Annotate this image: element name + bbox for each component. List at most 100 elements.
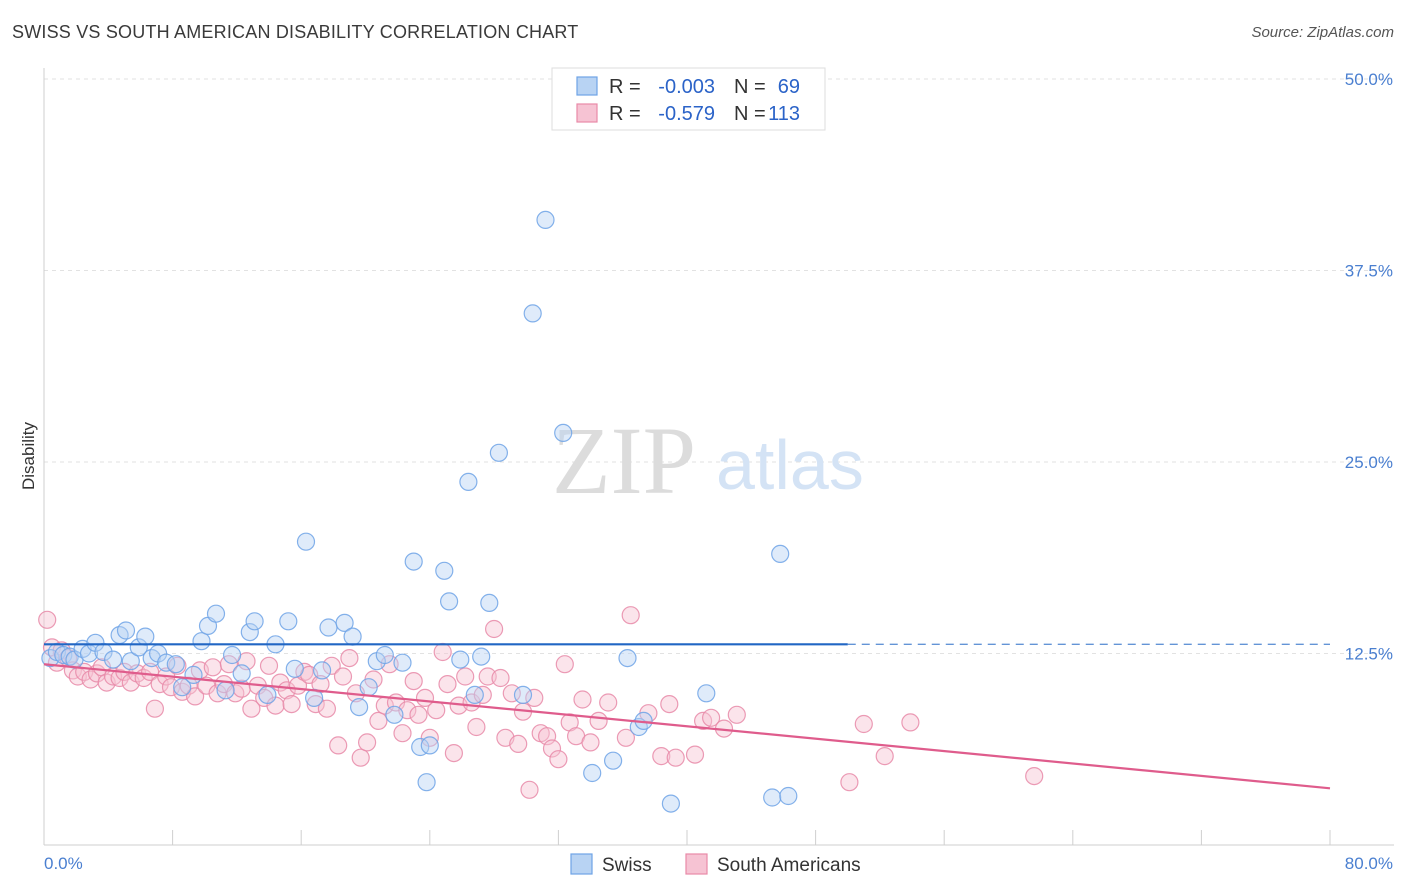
point-0-63	[618, 648, 637, 668]
point-0-66	[661, 794, 681, 813]
point-0-12	[121, 652, 140, 671]
point-0-19	[173, 678, 192, 697]
point-1-94	[581, 733, 600, 752]
point-0-39	[350, 697, 369, 717]
point-0-49	[435, 561, 454, 580]
legend-r-value-1: -0.579	[658, 103, 715, 125]
bottom-legend: Swiss South Americans	[570, 853, 861, 876]
point-0-23	[206, 604, 226, 623]
trend-line-1	[43, 663, 1331, 790]
point-0-14	[136, 627, 155, 646]
y-tick-label-1: 25.0%	[1345, 453, 1393, 472]
point-1-26	[186, 687, 205, 706]
point-1-98	[621, 606, 640, 625]
point-1-82	[509, 734, 528, 754]
point-0-13	[129, 638, 148, 657]
point-0-11	[116, 621, 136, 640]
point-0-61	[583, 763, 602, 783]
legend-n-value-0: 69	[778, 76, 800, 98]
point-1-88	[542, 739, 562, 758]
point-0-70	[779, 786, 798, 806]
trend-lines	[43, 643, 1331, 790]
point-1-64	[404, 671, 423, 691]
point-1-96	[599, 693, 618, 712]
watermark: ZIP atlas	[552, 407, 864, 514]
point-0-44	[393, 653, 412, 672]
point-1-75	[467, 717, 486, 737]
point-1-53	[340, 648, 359, 668]
legend-r-value-0: -0.003	[658, 76, 715, 98]
point-1-13	[110, 668, 129, 688]
point-1-51	[329, 736, 348, 755]
point-1-62	[393, 724, 412, 743]
point-1-69	[433, 642, 452, 662]
point-1-73	[456, 667, 475, 686]
point-1-52	[333, 667, 353, 686]
legend-r-label-0: R =	[609, 76, 641, 98]
bottom-legend-label-0: Swiss	[602, 855, 652, 876]
x-tick-label-max: 80.0%	[1345, 854, 1393, 873]
point-1-107	[727, 705, 746, 724]
point-1-109	[854, 714, 873, 734]
point-0-36	[319, 618, 338, 637]
point-1-19	[145, 699, 164, 718]
y-tick-labels: 12.5% 25.0% 37.5% 50.0%	[1345, 70, 1393, 664]
point-1-89	[549, 750, 568, 769]
point-1-67	[420, 728, 439, 747]
point-0-58	[523, 304, 542, 323]
point-0-48	[420, 736, 439, 755]
point-0-21	[192, 632, 211, 651]
point-0-28	[245, 612, 264, 631]
point-0-68	[771, 544, 790, 564]
bottom-legend-swatch-1	[685, 853, 708, 875]
data-points	[38, 210, 1044, 813]
point-1-112	[1025, 766, 1044, 786]
point-1-97	[616, 728, 636, 747]
point-1-47	[306, 694, 325, 714]
series-swiss	[41, 210, 798, 813]
point-0-31	[279, 612, 298, 631]
point-0-38	[343, 627, 362, 646]
point-0-52	[459, 472, 478, 491]
point-1-56	[358, 733, 377, 752]
y-tick-label-3: 50.0%	[1345, 70, 1393, 89]
point-0-59	[536, 210, 555, 229]
point-1-79	[491, 668, 510, 688]
point-0-40	[359, 678, 378, 697]
point-0-9	[103, 650, 123, 669]
y-tick-label-2: 37.5%	[1345, 262, 1393, 281]
point-1-49	[317, 699, 336, 718]
point-1-42	[277, 681, 296, 700]
point-0-57	[513, 685, 533, 705]
y-tick-label-0: 12.5%	[1345, 645, 1393, 664]
point-0-55	[480, 593, 499, 613]
point-0-42	[375, 645, 394, 665]
point-0-17	[157, 653, 176, 672]
point-1-50	[322, 656, 341, 675]
point-1-39	[259, 656, 279, 675]
point-1-103	[685, 745, 705, 764]
point-0-32	[285, 659, 304, 678]
legend: R = -0.003 N = 69 R = -0.579 N = 113	[551, 67, 826, 131]
point-0-18	[166, 655, 185, 674]
grid-lines	[44, 78, 1394, 654]
point-0-51	[451, 650, 470, 669]
point-1-110	[875, 746, 894, 766]
point-0-33	[296, 532, 316, 551]
point-0-56	[489, 443, 508, 462]
point-0-27	[240, 622, 259, 642]
point-0-24	[216, 681, 235, 700]
chart-title: SWISS VS SOUTH AMERICAN DISABILITY CORRE…	[12, 22, 579, 42]
x-tick-labels: 0.0% 80.0%	[44, 854, 1393, 873]
point-0-29	[258, 685, 277, 705]
point-0-45	[404, 552, 423, 571]
point-1-58	[369, 711, 388, 731]
point-1-84	[520, 780, 539, 799]
point-0-2	[54, 645, 73, 665]
point-1-29	[203, 658, 222, 677]
point-1-71	[444, 743, 463, 763]
point-0-60	[554, 423, 573, 442]
point-1-78	[485, 619, 504, 639]
point-0-54	[472, 647, 491, 666]
point-0-35	[313, 661, 332, 680]
